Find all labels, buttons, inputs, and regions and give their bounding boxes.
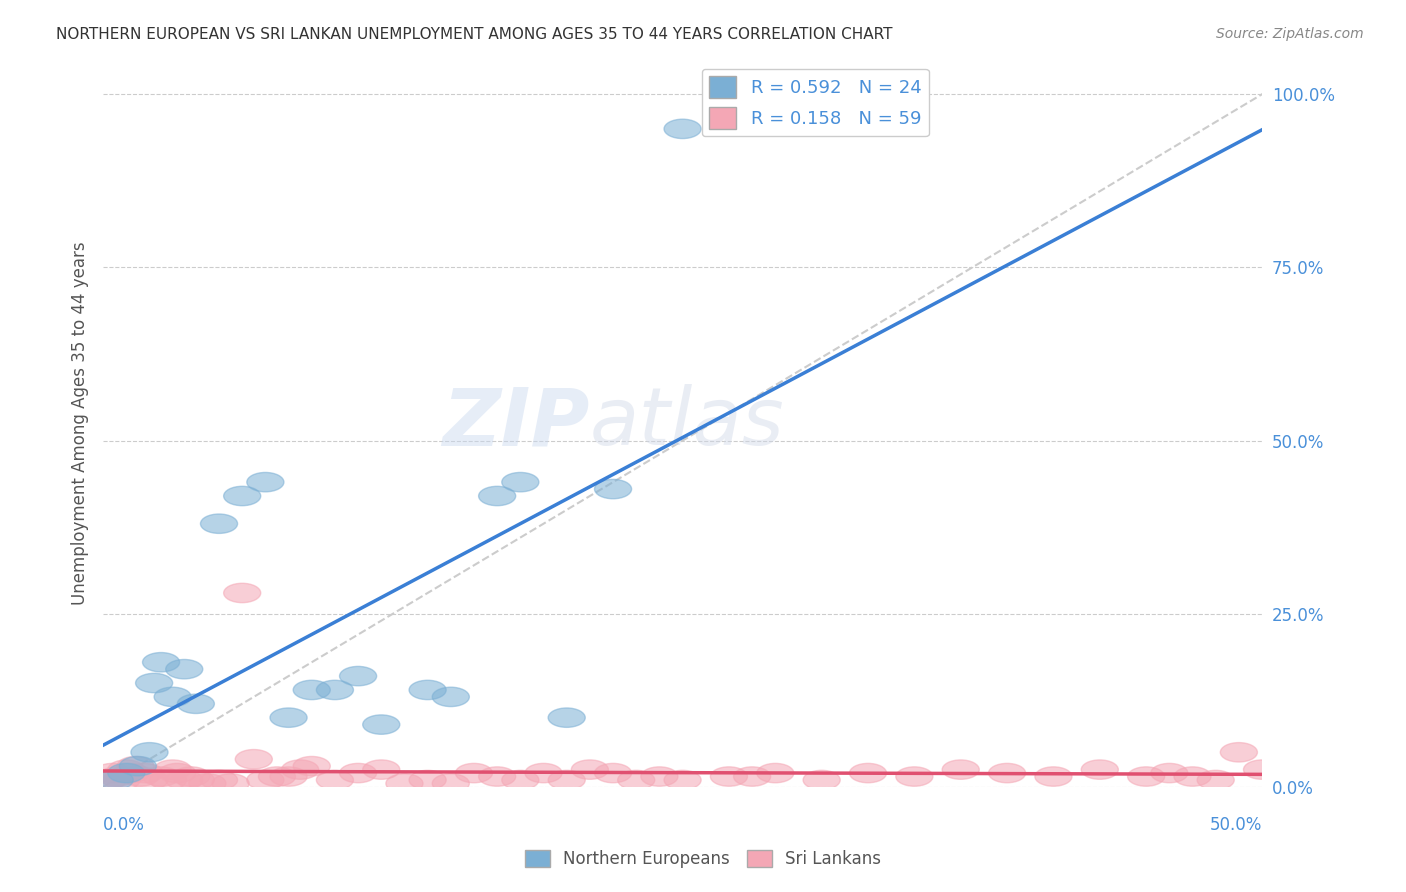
- Ellipse shape: [617, 771, 655, 789]
- Ellipse shape: [641, 767, 678, 786]
- Ellipse shape: [142, 653, 180, 672]
- Ellipse shape: [259, 767, 295, 786]
- Ellipse shape: [456, 764, 492, 783]
- Ellipse shape: [1035, 767, 1071, 786]
- Ellipse shape: [339, 764, 377, 783]
- Ellipse shape: [294, 681, 330, 699]
- Ellipse shape: [1243, 760, 1281, 780]
- Ellipse shape: [409, 771, 446, 789]
- Ellipse shape: [103, 771, 141, 789]
- Text: NORTHERN EUROPEAN VS SRI LANKAN UNEMPLOYMENT AMONG AGES 35 TO 44 YEARS CORRELATI: NORTHERN EUROPEAN VS SRI LANKAN UNEMPLOY…: [56, 27, 893, 42]
- Ellipse shape: [524, 764, 562, 783]
- Ellipse shape: [177, 771, 214, 789]
- Ellipse shape: [363, 760, 399, 780]
- Ellipse shape: [159, 764, 195, 783]
- Ellipse shape: [117, 756, 155, 776]
- Ellipse shape: [571, 760, 609, 780]
- Ellipse shape: [212, 773, 249, 793]
- Ellipse shape: [131, 743, 169, 762]
- Ellipse shape: [363, 714, 399, 734]
- Ellipse shape: [734, 767, 770, 786]
- Ellipse shape: [664, 120, 702, 138]
- Ellipse shape: [270, 767, 307, 786]
- Ellipse shape: [478, 486, 516, 506]
- Ellipse shape: [294, 756, 330, 776]
- Ellipse shape: [502, 473, 538, 491]
- Text: atlas: atlas: [591, 384, 785, 462]
- Ellipse shape: [224, 583, 260, 603]
- Ellipse shape: [201, 771, 238, 789]
- Ellipse shape: [1197, 771, 1234, 789]
- Ellipse shape: [135, 673, 173, 693]
- Text: 50.0%: 50.0%: [1209, 816, 1263, 834]
- Ellipse shape: [385, 773, 423, 793]
- Ellipse shape: [166, 771, 202, 789]
- Ellipse shape: [270, 708, 307, 727]
- Ellipse shape: [173, 767, 209, 786]
- Ellipse shape: [756, 764, 794, 783]
- Ellipse shape: [94, 764, 131, 783]
- Ellipse shape: [478, 767, 516, 786]
- Ellipse shape: [155, 760, 191, 780]
- Ellipse shape: [247, 771, 284, 789]
- Ellipse shape: [98, 767, 135, 786]
- Ellipse shape: [896, 767, 934, 786]
- Ellipse shape: [1174, 767, 1211, 786]
- Ellipse shape: [247, 473, 284, 491]
- Ellipse shape: [548, 708, 585, 727]
- Ellipse shape: [849, 764, 887, 783]
- Ellipse shape: [664, 771, 702, 789]
- Legend: Northern Europeans, Sri Lankans: Northern Europeans, Sri Lankans: [519, 843, 887, 875]
- Text: 0.0%: 0.0%: [103, 816, 145, 834]
- Ellipse shape: [942, 760, 979, 780]
- Ellipse shape: [1128, 767, 1164, 786]
- Ellipse shape: [108, 760, 145, 780]
- Ellipse shape: [316, 681, 353, 699]
- Ellipse shape: [112, 764, 149, 783]
- Ellipse shape: [432, 773, 470, 793]
- Ellipse shape: [142, 767, 180, 786]
- Text: Source: ZipAtlas.com: Source: ZipAtlas.com: [1216, 27, 1364, 41]
- Ellipse shape: [595, 479, 631, 499]
- Ellipse shape: [502, 771, 538, 789]
- Ellipse shape: [177, 694, 214, 714]
- Ellipse shape: [988, 764, 1025, 783]
- Ellipse shape: [131, 771, 169, 789]
- Y-axis label: Unemployment Among Ages 35 to 44 years: Unemployment Among Ages 35 to 44 years: [72, 242, 89, 605]
- Ellipse shape: [201, 514, 238, 533]
- Ellipse shape: [1220, 743, 1257, 762]
- Ellipse shape: [188, 773, 226, 793]
- Ellipse shape: [122, 767, 159, 786]
- Ellipse shape: [96, 771, 134, 789]
- Ellipse shape: [1081, 760, 1118, 780]
- Ellipse shape: [548, 771, 585, 789]
- Ellipse shape: [595, 764, 631, 783]
- Ellipse shape: [316, 771, 353, 789]
- Ellipse shape: [155, 687, 191, 706]
- Text: ZIP: ZIP: [443, 384, 591, 462]
- Ellipse shape: [281, 760, 319, 780]
- Legend: R = 0.592   N = 24, R = 0.158   N = 59: R = 0.592 N = 24, R = 0.158 N = 59: [702, 69, 928, 136]
- Ellipse shape: [409, 681, 446, 699]
- Ellipse shape: [108, 764, 145, 783]
- Ellipse shape: [120, 756, 156, 776]
- Ellipse shape: [339, 666, 377, 686]
- Ellipse shape: [235, 749, 273, 769]
- Ellipse shape: [127, 764, 163, 783]
- Ellipse shape: [432, 687, 470, 706]
- Ellipse shape: [149, 771, 187, 789]
- Ellipse shape: [710, 767, 748, 786]
- Ellipse shape: [224, 486, 260, 506]
- Ellipse shape: [803, 771, 841, 789]
- Ellipse shape: [89, 771, 127, 789]
- Ellipse shape: [166, 659, 202, 679]
- Ellipse shape: [1150, 764, 1188, 783]
